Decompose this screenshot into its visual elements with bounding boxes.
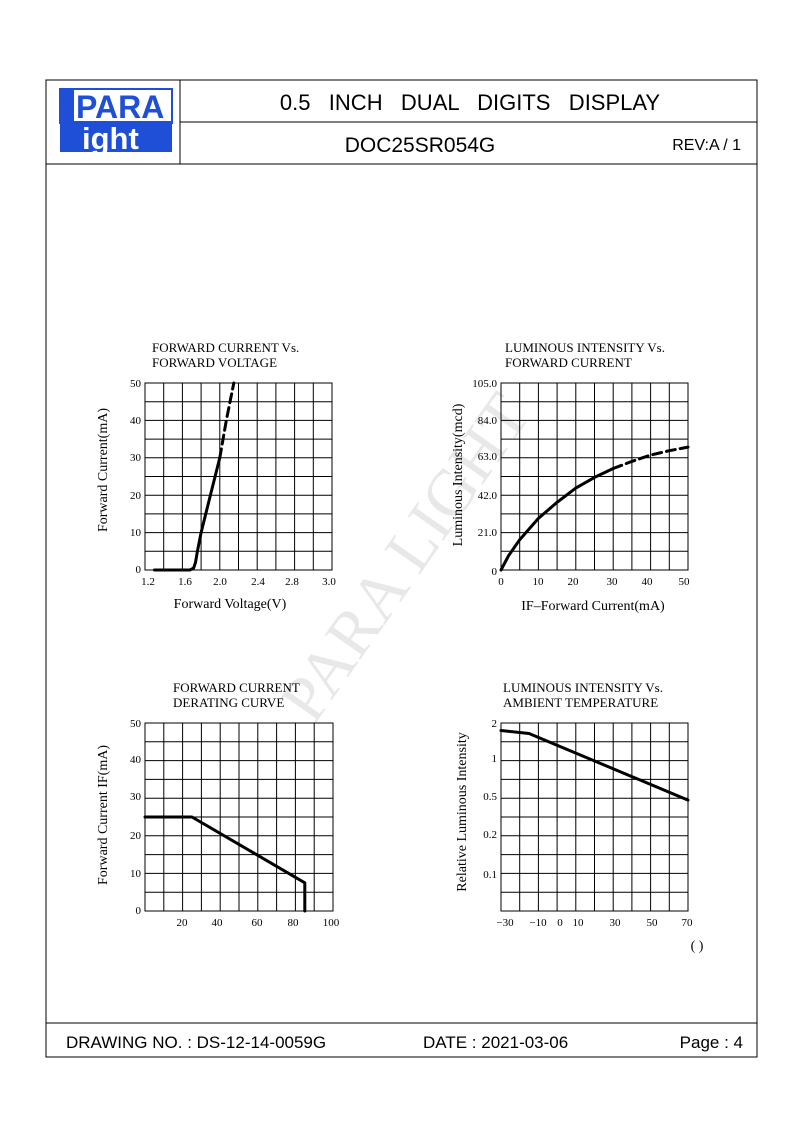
x-tick-label: 20 (568, 576, 580, 588)
chart-title-line: DERATING CURVE (173, 695, 284, 710)
x-tick-label: 50 (647, 917, 659, 929)
y-tick-label: 0.1 (483, 869, 497, 881)
series-line (611, 445, 690, 470)
revision: REV:A / 1 (672, 137, 741, 154)
y-axis-label: Forward Current IF(mA) (96, 745, 111, 885)
y-tick-label: 0.2 (483, 829, 497, 841)
chart-title-line: FORWARD VOLTAGE (152, 355, 277, 370)
x-tick-label: 20 (177, 917, 189, 929)
series-line (499, 467, 615, 572)
document-number: DOC25SR054G (345, 134, 496, 157)
y-tick-label: 1 (492, 753, 498, 765)
x-axis-label: ( ) (691, 939, 704, 954)
x-tick-label: 80 (288, 917, 300, 929)
chart-grid (500, 722, 689, 912)
y-tick-label: 10 (130, 868, 142, 880)
y-tick-label: 0 (492, 566, 498, 578)
logo-l-bar (60, 89, 74, 152)
page-frame (45, 79, 758, 1058)
x-axis-label: IF–Forward Current(mA) (521, 599, 665, 614)
y-tick-label: 84.0 (478, 415, 498, 427)
x-tick-label: 70 (682, 917, 694, 929)
y-tick-label: 20 (130, 490, 142, 502)
logo-ight-text: ight (82, 121, 139, 156)
y-tick-label: 40 (130, 415, 142, 427)
x-tick-label: −30 (496, 917, 514, 929)
y-axis-label: Relative Luminous Intensity (455, 732, 470, 891)
x-axis-label: Forward Voltage(V) (174, 597, 287, 612)
x-tick-label: 100 (323, 917, 340, 929)
x-tick-label: 50 (679, 576, 691, 588)
x-tick-label: 30 (607, 576, 619, 588)
y-tick-label: 0 (136, 905, 142, 917)
drawing-date: DATE : 2021-03-06 (423, 1033, 568, 1052)
chart-grid (144, 722, 334, 912)
y-tick-label: 40 (130, 754, 142, 766)
x-tick-label: 1.6 (178, 576, 192, 588)
x-tick-label: 0 (498, 576, 504, 588)
series-line (218, 381, 236, 460)
y-tick-label: 30 (130, 452, 142, 464)
y-tick-label: 50 (130, 718, 142, 730)
y-tick-label: 30 (130, 791, 142, 803)
chart-title-line: LUMINOUS INTENSITY Vs. (505, 340, 665, 355)
logo-para-text: PARA (76, 89, 164, 125)
x-tick-label: 3.0 (322, 576, 336, 588)
chart-title-line: FORWARD CURRENT (173, 680, 300, 695)
chart-title-line: FORWARD CURRENT (505, 355, 632, 370)
y-tick-label: 42.0 (478, 490, 498, 502)
y-tick-label: 0 (136, 564, 142, 576)
y-tick-label: 0.5 (483, 791, 497, 803)
page-number: Page : 4 (680, 1033, 743, 1052)
y-tick-label: 50 (130, 378, 142, 390)
x-tick-label: 0 (557, 917, 563, 929)
x-tick-label: 10 (533, 576, 545, 588)
y-tick-label: 21.0 (478, 527, 498, 539)
x-tick-label: 60 (252, 917, 264, 929)
x-tick-label: 30 (610, 917, 622, 929)
x-tick-label: 10 (573, 917, 585, 929)
x-tick-label: −10 (529, 917, 547, 929)
y-tick-label: 2 (492, 718, 498, 730)
x-tick-label: 2.0 (213, 576, 227, 588)
series-line (152, 456, 222, 572)
x-tick-label: 2.8 (285, 576, 299, 588)
chart-grid (144, 382, 333, 571)
chart-1: FORWARD CURRENT Vs.FORWARD VOLTAGE 1.2 1.6… (96, 340, 336, 612)
x-tick-label: 2.4 (251, 576, 265, 588)
y-tick-label: 105.0 (472, 378, 497, 390)
chart-title-line: AMBIENT TEMPERATURE (503, 695, 658, 710)
series-line (143, 815, 307, 913)
y-tick-label: 63.0 (478, 451, 498, 463)
logo-bottom-band (60, 121, 172, 152)
x-tick-label: 1.2 (141, 576, 155, 588)
x-tick-label: 40 (642, 576, 654, 588)
chart-4: LUMINOUS INTENSITY Vs.AMBIENT TEMPERATUR… (455, 680, 704, 954)
x-tick-label: 40 (212, 917, 224, 929)
company-logo: PARA ight (59, 88, 173, 156)
y-tick-label: 20 (130, 830, 142, 842)
y-tick-label: 10 (130, 527, 142, 539)
charts-area: FORWARD CURRENT Vs.FORWARD VOLTAGE 1.2 1.6… (96, 340, 704, 954)
y-axis-label: Forward Current(mA) (96, 408, 111, 532)
y-axis-label: Luminous Intensity(mcd) (451, 403, 466, 546)
chart-title-line: LUMINOUS INTENSITY Vs. (503, 680, 663, 695)
series-line (499, 729, 690, 802)
chart-2: LUMINOUS INTENSITY Vs.FORWARD CURRENT 0 10… (451, 340, 690, 614)
document-title: 0.5 INCH DUAL DIGITS DISPLAY (280, 90, 661, 115)
drawing-number: DRAWING NO. : DS-12-14-0059G (66, 1033, 326, 1052)
chart-grid (500, 382, 689, 571)
chart-title-line: FORWARD CURRENT Vs. (152, 340, 299, 355)
